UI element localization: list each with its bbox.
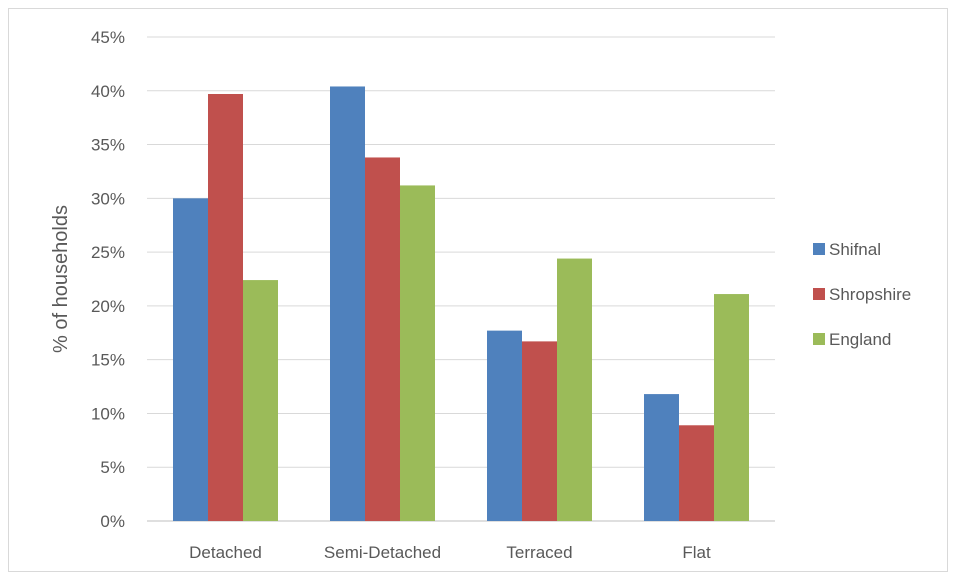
y-tick-label: 5%	[100, 458, 125, 477]
x-tick-label: Detached	[189, 543, 262, 562]
y-tick-label: 45%	[91, 28, 125, 47]
y-tick-label: 40%	[91, 82, 125, 101]
x-tick-label: Terraced	[506, 543, 572, 562]
legend-label: England	[829, 330, 891, 349]
x-tick-labels: Detached Semi-Detached Terraced Flat	[189, 543, 711, 562]
bar-shropshire-semi-detached	[365, 157, 400, 521]
bar-shropshire-terraced	[522, 341, 557, 521]
y-tick-label: 20%	[91, 297, 125, 316]
chart-frame	[8, 8, 948, 572]
bar-england-terraced	[557, 258, 592, 521]
y-tick-labels: 0% 5% 10% 15% 20% 25% 30% 35% 40% 45%	[91, 28, 125, 531]
y-tick-label: 15%	[91, 351, 125, 370]
bar-shifnal-terraced	[487, 330, 522, 521]
legend-label: Shropshire	[829, 285, 911, 304]
y-tick-label: 0%	[100, 512, 125, 531]
bar-england-semi-detached	[400, 185, 435, 521]
y-tick-label: 25%	[91, 243, 125, 262]
legend: Shifnal Shropshire England	[813, 240, 911, 349]
bar-shropshire-detached	[208, 94, 243, 521]
legend-swatch	[813, 288, 825, 300]
legend-swatch	[813, 333, 825, 345]
bar-shifnal-semi-detached	[330, 86, 365, 521]
y-tick-label: 35%	[91, 136, 125, 155]
x-tick-label: Semi-Detached	[324, 543, 441, 562]
bar-england-detached	[243, 280, 278, 521]
legend-swatch	[813, 243, 825, 255]
y-tick-label: 30%	[91, 189, 125, 208]
y-tick-label: 10%	[91, 404, 125, 423]
bars	[173, 86, 749, 522]
x-tick-label: Flat	[682, 543, 711, 562]
bar-shifnal-detached	[173, 198, 208, 522]
bar-england-flat	[714, 294, 749, 521]
bar-shropshire-flat	[679, 425, 714, 521]
legend-label: Shifnal	[829, 240, 881, 259]
y-axis-title: % of households	[50, 205, 72, 353]
bar-shifnal-flat	[644, 394, 679, 521]
